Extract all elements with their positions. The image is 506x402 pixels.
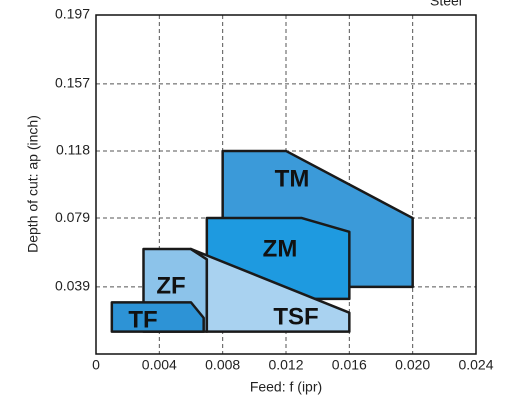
region <box>189 247 351 333</box>
x-tick-label: 0.012 <box>268 357 303 373</box>
y-tick-label: 0.157 <box>55 75 90 91</box>
x-tick-label: 0.020 <box>395 357 430 373</box>
x-tick-label: 0.008 <box>205 357 240 373</box>
x-tick-label: 0.016 <box>332 357 367 373</box>
region-label: ZM <box>263 235 298 262</box>
x-tick-label: 0.004 <box>142 357 177 373</box>
y-tick-label: 0.039 <box>55 278 90 294</box>
region-label: TF <box>128 306 157 333</box>
x-tick-label: 0.024 <box>458 357 493 373</box>
region-label: ZF <box>156 272 185 299</box>
x-axis-label: Feed: f (ipr) <box>250 379 322 395</box>
chart-title: Steel <box>430 0 462 9</box>
region <box>110 301 205 333</box>
y-axis-label: Depth of cut: ap (inch) <box>25 115 41 253</box>
x-tick-label: 0 <box>92 357 100 373</box>
y-tick-label: 0.197 <box>55 6 90 22</box>
region-label: TM <box>275 165 310 192</box>
y-tick-label: 0.118 <box>56 142 90 158</box>
region-label: TSF <box>273 303 318 330</box>
plot-border <box>95 14 477 355</box>
y-tick-label: 0.079 <box>55 209 90 225</box>
